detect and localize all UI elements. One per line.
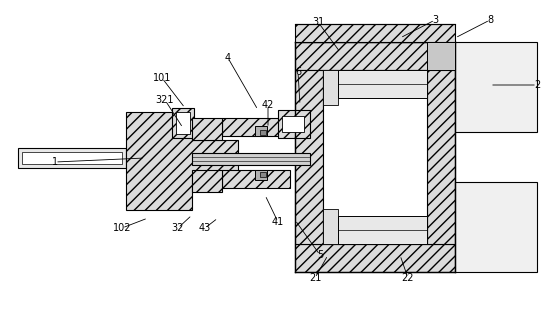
Bar: [255, 170, 267, 180]
Text: 5: 5: [317, 250, 323, 260]
Bar: [192, 118, 222, 140]
Text: 321: 321: [156, 95, 174, 105]
Bar: [278, 110, 310, 138]
Bar: [295, 70, 323, 244]
Bar: [338, 216, 427, 244]
Text: 21: 21: [309, 273, 321, 283]
Bar: [323, 209, 338, 244]
Text: 101: 101: [153, 73, 171, 83]
Bar: [22, 152, 122, 164]
Bar: [255, 126, 267, 136]
Bar: [260, 172, 266, 177]
Text: 6: 6: [295, 67, 301, 77]
Bar: [427, 70, 455, 244]
Bar: [338, 70, 427, 98]
Bar: [295, 24, 455, 42]
Text: 3: 3: [432, 15, 438, 25]
Text: 102: 102: [113, 223, 131, 233]
Bar: [455, 42, 537, 132]
Bar: [295, 42, 455, 70]
Text: 42: 42: [262, 100, 274, 110]
Bar: [222, 170, 290, 188]
Text: 1: 1: [52, 157, 58, 167]
Bar: [427, 42, 455, 70]
Bar: [176, 112, 190, 134]
Text: 22: 22: [402, 273, 414, 283]
Bar: [172, 108, 194, 138]
Bar: [323, 70, 427, 244]
Text: 8: 8: [487, 15, 493, 25]
Bar: [295, 244, 455, 272]
Bar: [18, 148, 126, 168]
Text: 41: 41: [272, 217, 284, 227]
Text: 43: 43: [199, 223, 211, 233]
Bar: [192, 170, 222, 192]
Text: 32: 32: [172, 223, 184, 233]
Text: 2: 2: [534, 80, 540, 90]
Text: 4: 4: [225, 53, 231, 63]
Bar: [282, 116, 304, 132]
Text: 31: 31: [312, 17, 324, 27]
Bar: [455, 182, 537, 272]
Bar: [260, 130, 266, 135]
Bar: [222, 118, 290, 136]
Bar: [323, 70, 338, 105]
Bar: [192, 153, 310, 165]
Polygon shape: [126, 112, 238, 210]
